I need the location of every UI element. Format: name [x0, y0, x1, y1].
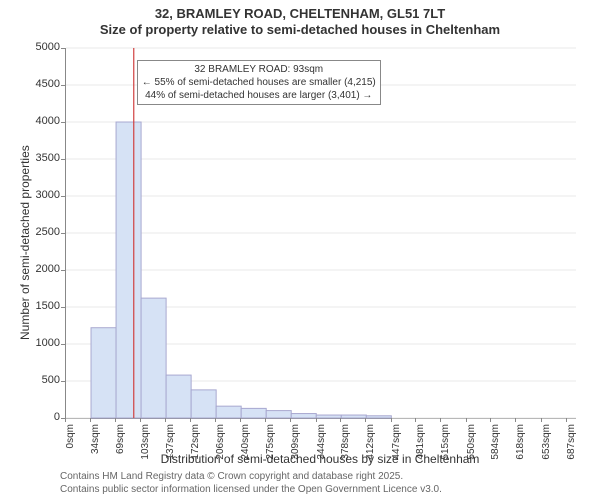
annotation-line2: ← 55% of semi-detached houses are smalle…: [142, 76, 376, 89]
y-tick-label: 4000: [5, 115, 60, 127]
y-tick-label: 500: [5, 374, 60, 386]
y-tick-label: 4500: [5, 78, 60, 90]
y-tick-label: 5000: [5, 41, 60, 53]
chart-title-line1: 32, BRAMLEY ROAD, CHELTENHAM, GL51 7LT: [0, 6, 600, 21]
histogram-bar: [316, 415, 341, 418]
annotation-line1: 32 BRAMLEY ROAD: 93sqm: [142, 63, 376, 76]
histogram-bar: [341, 415, 366, 418]
histogram-bar: [291, 414, 316, 418]
annotation-box: 32 BRAMLEY ROAD: 93sqm ← 55% of semi-det…: [137, 60, 381, 105]
histogram-bar: [366, 416, 391, 418]
y-tick-label: 3000: [5, 189, 60, 201]
footer-line2: Contains public sector information licen…: [60, 483, 442, 496]
histogram-bar: [216, 406, 241, 418]
histogram-bar: [166, 375, 191, 418]
x-axis-label: Distribution of semi-detached houses by …: [65, 452, 575, 466]
y-tick-label: 0: [5, 411, 60, 423]
footer: Contains HM Land Registry data © Crown c…: [60, 470, 442, 496]
y-tick-label: 2000: [5, 263, 60, 275]
histogram-bar: [141, 298, 166, 418]
chart-title-line2: Size of property relative to semi-detach…: [0, 22, 600, 37]
histogram-bar: [91, 328, 116, 418]
footer-line1: Contains HM Land Registry data © Crown c…: [60, 470, 442, 483]
histogram-bar: [266, 411, 291, 418]
y-tick-label: 1500: [5, 300, 60, 312]
histogram-bar: [116, 122, 141, 418]
y-tick-label: 3500: [5, 152, 60, 164]
annotation-line3: 44% of semi-detached houses are larger (…: [142, 89, 376, 102]
y-tick-label: 2500: [5, 226, 60, 238]
histogram-bar: [191, 390, 216, 418]
histogram-bar: [241, 408, 266, 418]
y-tick-label: 1000: [5, 337, 60, 349]
chart-container: 32, BRAMLEY ROAD, CHELTENHAM, GL51 7LT S…: [0, 0, 600, 500]
